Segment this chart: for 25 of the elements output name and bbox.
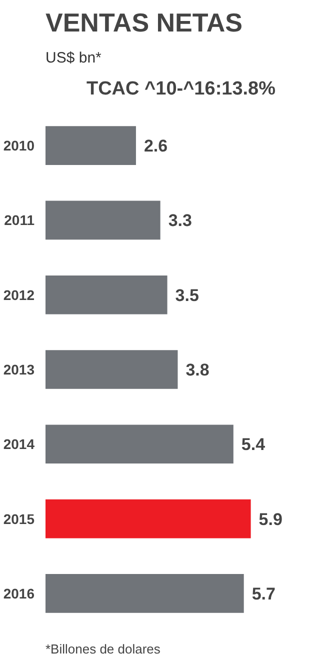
text: TCAC ^10-^16:13.8% [86,78,276,100]
data-label: 3.8 [186,360,210,380]
bar [46,499,251,538]
data-label: 3.3 [168,211,192,230]
bar [46,424,234,464]
text: *Billones de dolares [46,642,161,656]
data-label: 3.5 [175,286,199,305]
y-tick-label: 2016 [3,585,35,602]
y-tick-label: 2010 [3,138,35,154]
bar [46,126,136,165]
data-label: 2.6 [144,136,168,156]
data-label: 5.7 [252,584,276,604]
y-tick-label: 2013 [3,362,35,378]
y-tick-label: 2014 [3,436,35,452]
bar [46,574,244,613]
bar [46,275,168,314]
bar [46,350,178,389]
chart-title: VENTAS NETAS [46,8,242,38]
data-label: 5.4 [241,435,266,454]
data-label: 5.9 [258,510,282,529]
y-tick-label: 2012 [3,286,35,303]
y-tick-label: 2015 [3,510,35,527]
bar [46,200,160,240]
y-tick-label: 2011 [4,212,35,228]
chart-subtitle: US$ bn* [46,50,102,66]
